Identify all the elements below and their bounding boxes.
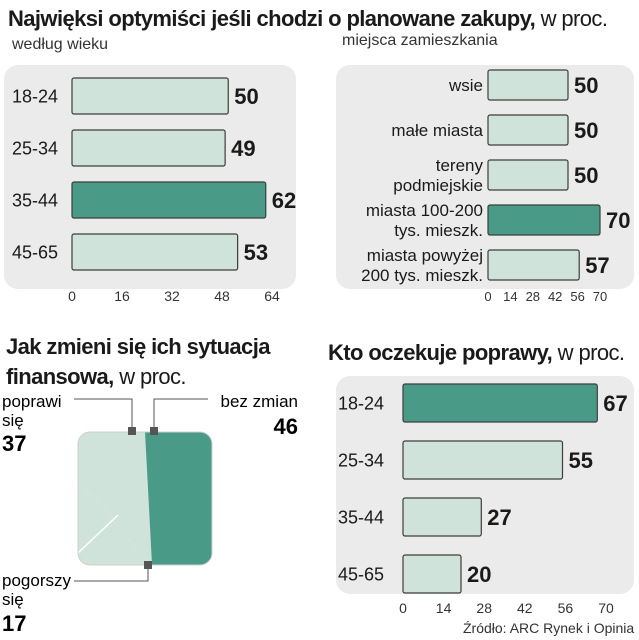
exp-tick-label: 42 bbox=[517, 600, 533, 616]
age-bar bbox=[71, 77, 229, 115]
exp-tick-label: 28 bbox=[476, 600, 492, 616]
exp-tick-label: 70 bbox=[598, 600, 614, 616]
improvement-title-text: Kto oczekuje poprawy, bbox=[328, 340, 553, 365]
exp-bar bbox=[402, 497, 482, 537]
improvement-chart-title: Kto oczekuje poprawy, w proc. bbox=[328, 340, 625, 366]
res-category-label: podmiejskie bbox=[393, 176, 483, 195]
slice-label: się bbox=[2, 590, 24, 609]
res-category-label: małe miasta bbox=[391, 121, 483, 140]
pie-title-text: finansowa, bbox=[6, 364, 114, 389]
exp-bar bbox=[402, 554, 462, 594]
page-title-text: Najwięksi optymiści jeśli chodzi o plano… bbox=[8, 6, 536, 31]
res-category-label: tys. mieszk. bbox=[394, 221, 483, 240]
exp-bar bbox=[402, 383, 598, 423]
exp-tick-label: 14 bbox=[436, 600, 452, 616]
res-tick-label: 70 bbox=[593, 289, 607, 304]
exp-tick-label: 0 bbox=[399, 600, 407, 616]
res-value-label: 57 bbox=[585, 253, 609, 278]
age-tick-label: 32 bbox=[164, 288, 180, 304]
res-tick-label: 14 bbox=[503, 289, 517, 304]
res-bar bbox=[487, 249, 580, 281]
age-tick-label: 0 bbox=[68, 288, 76, 304]
marker-no-change bbox=[150, 427, 158, 435]
residence-chart-subtitle: miejsca zamieszkania bbox=[342, 32, 498, 49]
leader-no-change bbox=[153, 398, 208, 431]
res-tick-label: 56 bbox=[570, 289, 584, 304]
leader-improve bbox=[74, 398, 133, 431]
pie-divider bbox=[78, 514, 119, 554]
exp-panel bbox=[336, 376, 634, 594]
improvement-title-unit: w proc. bbox=[557, 340, 625, 365]
exp-category-label: 18-24 bbox=[338, 393, 384, 413]
pie-chart-title-line1: Jak zmieni się ich sytuacja bbox=[6, 334, 270, 359]
age-value-label: 49 bbox=[231, 136, 255, 161]
res-category-label: miasta powyżej bbox=[367, 246, 483, 265]
res-bar bbox=[487, 114, 569, 146]
res-value-label: 50 bbox=[574, 118, 598, 143]
exp-tick-label: 56 bbox=[558, 600, 574, 616]
age-value-label: 53 bbox=[244, 240, 268, 265]
leader-worse bbox=[74, 565, 149, 582]
slice-value: 46 bbox=[274, 414, 298, 439]
age-category-label: 25-34 bbox=[12, 138, 58, 158]
res-category-label: miasta 100-200 bbox=[366, 201, 483, 220]
res-value-label: 70 bbox=[606, 208, 630, 233]
marker-worse bbox=[144, 561, 152, 569]
page-title-unit: w proc. bbox=[540, 6, 608, 31]
age-category-label: 45-65 bbox=[12, 242, 58, 262]
page-title: Najwięksi optymiści jeśli chodzi o plano… bbox=[8, 6, 608, 32]
marker-improve bbox=[128, 427, 136, 435]
res-category-label: 200 tys. mieszk. bbox=[361, 266, 483, 285]
slice-label: bez zmian bbox=[221, 392, 298, 411]
res-category-label: tereny bbox=[436, 156, 484, 175]
improvement-bar-chart: 18-24 67 25-34 55 35-44 27 45-65 20 0 14 28 42 56 70 bbox=[336, 376, 634, 616]
slice-label: się bbox=[2, 411, 24, 430]
age-tick-label: 16 bbox=[114, 288, 130, 304]
slice-label: poprawi bbox=[2, 392, 62, 411]
res-bar bbox=[487, 204, 601, 236]
res-tick-label: 28 bbox=[526, 289, 540, 304]
age-chart-subtitle: według wieku bbox=[12, 36, 109, 53]
age-category-label: 35-44 bbox=[12, 190, 58, 210]
pie-slice-no-change bbox=[145, 432, 212, 565]
exp-value-label: 55 bbox=[569, 448, 593, 473]
exp-bar bbox=[402, 440, 564, 480]
age-bar bbox=[71, 129, 226, 167]
res-bar bbox=[487, 159, 569, 191]
res-category-label: wsie bbox=[448, 76, 483, 95]
slice-value: 17 bbox=[2, 611, 26, 636]
exp-category-label: 45-65 bbox=[338, 564, 384, 584]
age-bar bbox=[71, 233, 239, 271]
age-value-label: 50 bbox=[234, 84, 258, 109]
age-bar-chart: 18-24 50 25-34 49 35-44 62 45-65 53 0 16 32 48 64 bbox=[4, 65, 296, 304]
res-value-label: 50 bbox=[574, 73, 598, 98]
pie-slices bbox=[78, 432, 212, 565]
age-panel bbox=[4, 65, 296, 289]
age-value-label: 62 bbox=[272, 188, 296, 213]
res-tick-label: 0 bbox=[484, 289, 491, 304]
pie-chart-title-line2: finansowa, w proc. bbox=[6, 364, 187, 390]
source-note: Źródło: ARC Rynek i Opinia bbox=[463, 620, 635, 636]
age-category-label: 18-24 bbox=[12, 86, 58, 106]
exp-category-label: 35-44 bbox=[338, 507, 384, 527]
pie-slice-worse bbox=[78, 480, 152, 565]
age-bar bbox=[71, 181, 267, 219]
pie-title-unit: w proc. bbox=[119, 364, 186, 389]
age-tick-label: 64 bbox=[264, 288, 280, 304]
exp-category-label: 25-34 bbox=[338, 450, 384, 470]
slice-value: 37 bbox=[2, 431, 26, 456]
res-tick-label: 42 bbox=[548, 289, 562, 304]
exp-value-label: 20 bbox=[467, 562, 491, 587]
pie-slice-improve bbox=[78, 432, 152, 565]
exp-value-label: 67 bbox=[603, 391, 627, 416]
slice-label: pogorszy bbox=[2, 571, 71, 590]
exp-value-label: 27 bbox=[487, 505, 511, 530]
res-bar bbox=[487, 69, 569, 101]
age-tick-label: 48 bbox=[214, 288, 230, 304]
res-value-label: 50 bbox=[574, 163, 598, 188]
